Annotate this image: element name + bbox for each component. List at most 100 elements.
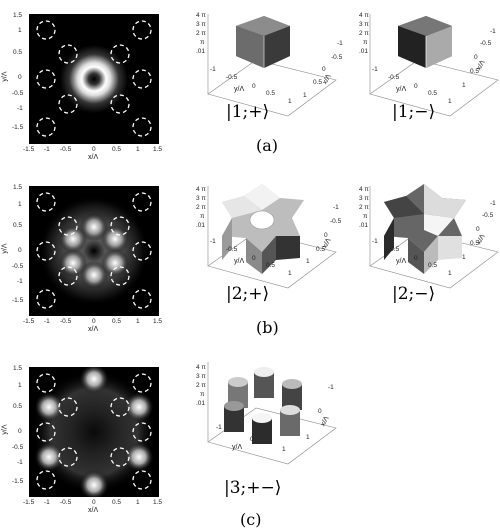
y-tick: 1.5 — [13, 12, 23, 19]
x-tick: -0.5 — [60, 146, 72, 153]
x-tick: -0.5 — [60, 499, 72, 506]
y-axis-tick: 0 — [250, 436, 254, 443]
z-tick: 4 π — [196, 12, 206, 19]
y-tick: -0.5 — [12, 263, 24, 270]
y-tick: -1 — [17, 278, 23, 285]
y-axis-tick: 1 — [448, 270, 452, 277]
x-axis-label: x/Λ — [88, 154, 99, 161]
x-axis-tick: 0 — [476, 226, 480, 233]
x-tick: -0.5 — [60, 318, 72, 325]
y-axis-tick: -0.5 — [388, 74, 400, 81]
x-tick: 0.5 — [112, 318, 122, 325]
x-axis-tick: -1 — [333, 204, 339, 211]
y-tick: -0.5 — [12, 444, 24, 451]
y-tick: 1.5 — [13, 365, 23, 372]
panel-label-a: (a) — [256, 136, 279, 155]
x-axis-tick: -1 — [328, 384, 334, 391]
y-axis-tick: -1 — [372, 66, 378, 73]
x-axis-tick: 1 — [462, 82, 466, 89]
x-axis-tick: 1 — [462, 254, 466, 261]
y-tick: 0.5 — [13, 403, 23, 410]
phase-plot-b-minus — [369, 184, 499, 289]
panel-label-c: (c) — [240, 510, 262, 529]
x-axis-tick: -0.5 — [330, 218, 342, 225]
z-tick: 3 π — [196, 373, 206, 380]
z-tick: .01 — [359, 48, 369, 55]
z-tick: .01 — [359, 222, 369, 229]
y-tick: 0 — [18, 74, 22, 81]
intensity-map-a — [29, 14, 159, 144]
z-tick: .01 — [196, 222, 206, 229]
x-tick: 1.5 — [153, 318, 163, 325]
y-tick: -1.5 — [12, 297, 24, 304]
y-axis-label: y/Λ — [234, 258, 245, 265]
x-axis-tick: -0.5 — [482, 212, 494, 219]
x-axis-tick: 0 — [318, 408, 322, 415]
y-axis-label: y/Λ — [396, 86, 407, 93]
y-tick: -1 — [17, 459, 23, 466]
phase-plot-a-plus — [207, 14, 337, 117]
y-tick: 0 — [18, 428, 22, 435]
z-tick: π — [363, 213, 368, 220]
y-axis-label: y/Λ — [232, 444, 243, 451]
x-axis-tick: 1 — [306, 434, 310, 441]
x-axis-label: x/Λ — [88, 326, 99, 333]
x-tick: -1 — [44, 318, 50, 325]
state-ket: |1;+⟩ — [226, 102, 270, 122]
x-axis-tick: 0.5 — [313, 79, 323, 86]
z-tick: 3 π — [359, 195, 369, 202]
y-tick: -1.5 — [12, 124, 24, 131]
x-axis-tick: 1 — [306, 258, 310, 265]
z-tick: .01 — [196, 48, 206, 55]
y-tick: 1.5 — [13, 184, 23, 191]
y-tick: 1 — [18, 382, 22, 389]
intensity-map-c — [29, 367, 159, 497]
z-tick: 4 π — [196, 186, 206, 193]
y-axis-label: y/Λ — [1, 424, 9, 435]
z-tick: 2 π — [359, 204, 369, 211]
y-axis-label: y/Λ — [1, 71, 9, 82]
y-tick: -1 — [17, 105, 23, 112]
y-axis-tick: 0 — [414, 83, 418, 90]
y-axis-tick: -1 — [372, 238, 378, 245]
y-axis-label: y/Λ — [396, 258, 407, 265]
x-axis-tick: -1 — [490, 200, 496, 207]
x-axis-tick: 0.5 — [316, 246, 326, 253]
z-tick: 2 π — [196, 382, 206, 389]
z-tick: 2 π — [359, 30, 369, 37]
panel-label-b: (b) — [256, 318, 279, 337]
y-axis-tick: -0.5 — [226, 246, 238, 253]
y-axis-tick: 0.5 — [266, 90, 276, 97]
x-axis-tick: 0 — [474, 54, 478, 61]
y-tick: 1 — [18, 27, 22, 34]
z-tick: π — [200, 213, 205, 220]
y-axis-tick: 1 — [288, 270, 292, 277]
x-tick: -1.5 — [23, 499, 35, 506]
x-axis-tick: 0 — [322, 66, 326, 73]
x-axis-tick: -0.5 — [331, 54, 343, 61]
z-tick: π — [200, 39, 205, 46]
z-tick: 4 π — [359, 12, 369, 19]
y-tick: -1.5 — [12, 478, 24, 485]
x-axis-tick: -1 — [490, 28, 496, 35]
state-ket: |2;−⟩ — [392, 284, 436, 304]
y-axis-tick: 1 — [288, 98, 292, 105]
x-tick: 1.5 — [153, 146, 163, 153]
x-tick: 0 — [92, 499, 96, 506]
phase-plot-a-minus — [369, 14, 499, 117]
y-tick: 0 — [18, 247, 22, 254]
y-axis-tick: 0 — [252, 255, 256, 262]
y-axis-tick: 0 — [252, 83, 256, 90]
y-axis-tick: 1 — [448, 98, 452, 105]
state-ket: |2;+⟩ — [226, 284, 270, 304]
state-ket: |3;+−⟩ — [224, 478, 282, 498]
y-axis-tick: 0 — [414, 255, 418, 262]
x-tick: -1.5 — [23, 146, 35, 153]
x-tick: 1 — [136, 499, 140, 506]
y-axis-tick: 0.5 — [266, 262, 276, 269]
y-axis-tick: -1 — [210, 66, 216, 73]
state-ket: |1;−⟩ — [392, 102, 436, 122]
x-axis-tick: -1 — [337, 40, 343, 47]
y-axis-label: y/Λ — [234, 86, 245, 93]
x-tick: 0 — [92, 318, 96, 325]
